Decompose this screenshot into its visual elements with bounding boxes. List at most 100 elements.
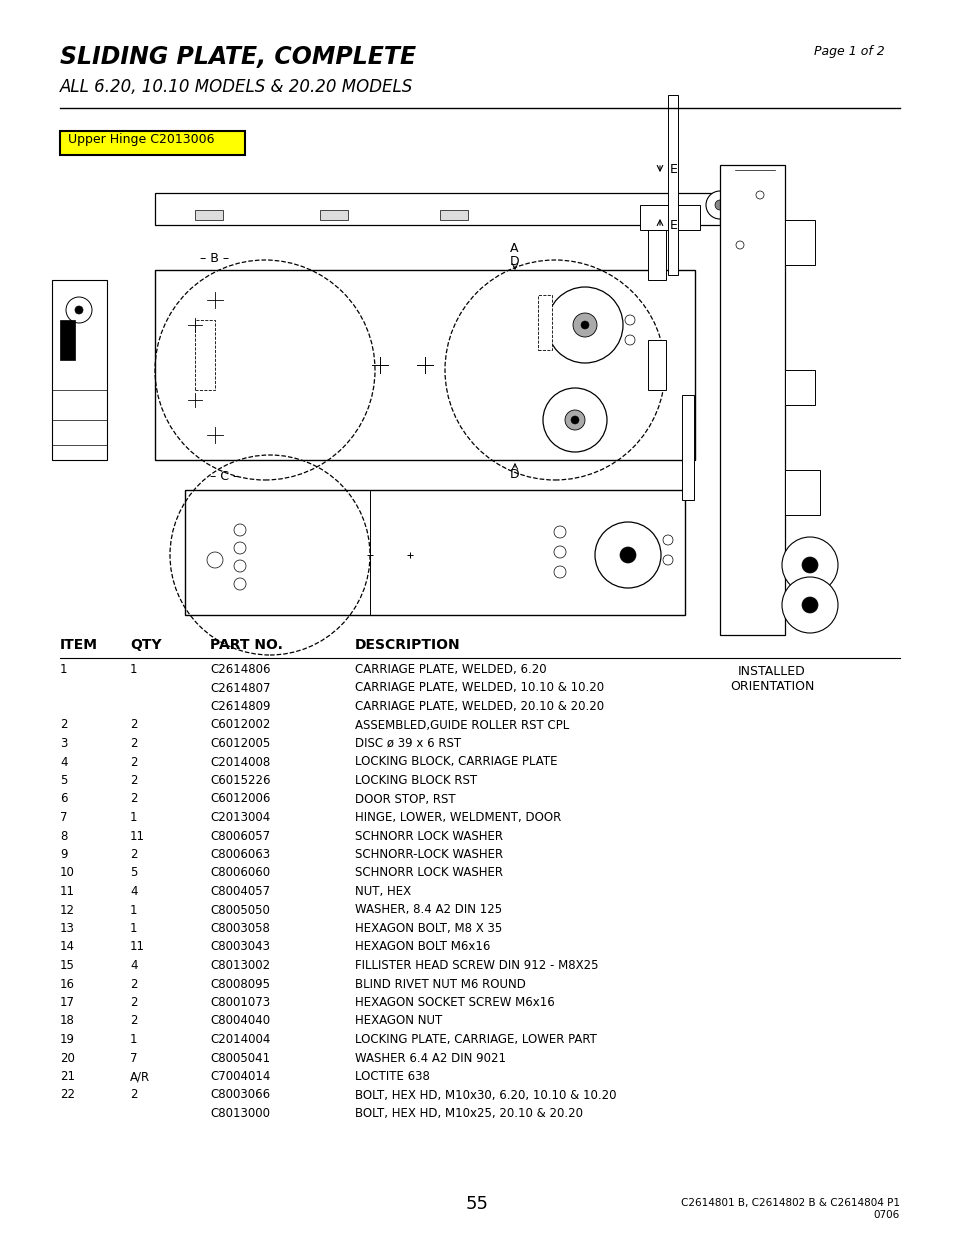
Text: C2013004: C2013004 bbox=[210, 811, 270, 824]
Text: Page 1 of 2: Page 1 of 2 bbox=[814, 44, 884, 58]
Text: 7: 7 bbox=[130, 1051, 137, 1065]
Text: 10: 10 bbox=[60, 867, 74, 879]
Text: A/R: A/R bbox=[130, 1070, 150, 1083]
Text: 22: 22 bbox=[60, 1088, 75, 1102]
Circle shape bbox=[714, 200, 724, 210]
Circle shape bbox=[542, 388, 606, 452]
Text: 4: 4 bbox=[130, 885, 137, 898]
Text: 7: 7 bbox=[60, 811, 68, 824]
Text: D: D bbox=[510, 254, 519, 268]
Text: 9: 9 bbox=[60, 848, 68, 861]
Text: 18: 18 bbox=[60, 1014, 74, 1028]
Text: C8001073: C8001073 bbox=[210, 995, 270, 1009]
Text: 2: 2 bbox=[130, 774, 137, 787]
Circle shape bbox=[66, 296, 91, 324]
Text: 2: 2 bbox=[130, 848, 137, 861]
Circle shape bbox=[554, 526, 565, 538]
Bar bbox=[60, 131, 245, 156]
Text: 21: 21 bbox=[60, 1070, 75, 1083]
Circle shape bbox=[781, 577, 837, 634]
Bar bbox=[537, 295, 552, 350]
Text: C8006057: C8006057 bbox=[210, 830, 270, 842]
Text: 6: 6 bbox=[60, 793, 68, 805]
Bar bbox=[639, 205, 700, 230]
Bar bbox=[154, 270, 695, 459]
Bar bbox=[60, 320, 75, 359]
Text: HEXAGON BOLT, M8 X 35: HEXAGON BOLT, M8 X 35 bbox=[355, 923, 501, 935]
Text: – C –: – C – bbox=[210, 471, 239, 483]
Text: LOCKING BLOCK, CARRIAGE PLATE: LOCKING BLOCK, CARRIAGE PLATE bbox=[355, 756, 557, 768]
Circle shape bbox=[233, 524, 246, 536]
Text: 1: 1 bbox=[130, 904, 137, 916]
Circle shape bbox=[595, 522, 660, 588]
Circle shape bbox=[725, 193, 745, 212]
Text: 2: 2 bbox=[130, 719, 137, 731]
Bar bbox=[319, 210, 348, 220]
Text: SLIDING PLATE, COMPLETE: SLIDING PLATE, COMPLETE bbox=[60, 44, 416, 69]
Text: C8005050: C8005050 bbox=[210, 904, 270, 916]
Text: C7004014: C7004014 bbox=[210, 1070, 270, 1083]
Text: C8003043: C8003043 bbox=[210, 941, 270, 953]
Text: 2: 2 bbox=[130, 793, 137, 805]
Text: DESCRIPTION: DESCRIPTION bbox=[355, 638, 460, 652]
Text: 20: 20 bbox=[60, 1051, 74, 1065]
Circle shape bbox=[580, 321, 588, 329]
Bar bbox=[720, 165, 784, 635]
Text: CARRIAGE PLATE, WELDED, 20.10 & 20.20: CARRIAGE PLATE, WELDED, 20.10 & 20.20 bbox=[355, 700, 603, 713]
Text: NUT, HEX: NUT, HEX bbox=[355, 885, 411, 898]
Text: 1: 1 bbox=[130, 811, 137, 824]
Text: 55: 55 bbox=[465, 1195, 488, 1213]
Text: E: E bbox=[669, 219, 678, 232]
Text: 13: 13 bbox=[60, 923, 74, 935]
Text: PART NO.: PART NO. bbox=[210, 638, 283, 652]
Text: 1: 1 bbox=[130, 663, 137, 676]
Circle shape bbox=[546, 287, 622, 363]
Circle shape bbox=[801, 557, 817, 573]
Text: BOLT, HEX HD, M10x30, 6.20, 10.10 & 10.20: BOLT, HEX HD, M10x30, 6.20, 10.10 & 10.2… bbox=[355, 1088, 616, 1102]
Text: 1: 1 bbox=[130, 923, 137, 935]
Text: 11: 11 bbox=[130, 830, 145, 842]
Circle shape bbox=[705, 191, 733, 219]
Text: 8: 8 bbox=[60, 830, 68, 842]
Text: 16: 16 bbox=[60, 977, 75, 990]
Text: 5: 5 bbox=[60, 774, 68, 787]
Text: 19: 19 bbox=[60, 1032, 75, 1046]
Text: HEXAGON BOLT M6x16: HEXAGON BOLT M6x16 bbox=[355, 941, 490, 953]
Text: 3: 3 bbox=[60, 737, 68, 750]
Text: CARRIAGE PLATE, WELDED, 6.20: CARRIAGE PLATE, WELDED, 6.20 bbox=[355, 663, 546, 676]
Text: SCHNORR LOCK WASHER: SCHNORR LOCK WASHER bbox=[355, 830, 502, 842]
Bar bbox=[681, 395, 693, 500]
Bar bbox=[154, 193, 720, 225]
Text: 2: 2 bbox=[130, 756, 137, 768]
Text: 17: 17 bbox=[60, 995, 75, 1009]
Text: FILLISTER HEAD SCREW DIN 912 - M8X25: FILLISTER HEAD SCREW DIN 912 - M8X25 bbox=[355, 960, 598, 972]
Text: 2: 2 bbox=[130, 1014, 137, 1028]
Bar bbox=[784, 370, 814, 405]
Text: 2: 2 bbox=[130, 737, 137, 750]
Circle shape bbox=[571, 416, 578, 424]
Circle shape bbox=[781, 537, 837, 593]
Text: 14: 14 bbox=[60, 941, 75, 953]
Text: C2014008: C2014008 bbox=[210, 756, 270, 768]
Text: 2: 2 bbox=[130, 995, 137, 1009]
Text: – B –: – B – bbox=[200, 252, 229, 266]
Text: C6015226: C6015226 bbox=[210, 774, 271, 787]
Text: 1: 1 bbox=[130, 1032, 137, 1046]
Text: C6012005: C6012005 bbox=[210, 737, 270, 750]
Text: 11: 11 bbox=[60, 885, 75, 898]
Text: LOCTITE 638: LOCTITE 638 bbox=[355, 1070, 430, 1083]
Text: C8003066: C8003066 bbox=[210, 1088, 270, 1102]
Text: C2614806: C2614806 bbox=[210, 663, 271, 676]
Bar bbox=[784, 220, 814, 266]
Text: 2: 2 bbox=[130, 977, 137, 990]
Bar bbox=[52, 280, 107, 459]
Text: C2014004: C2014004 bbox=[210, 1032, 270, 1046]
Text: C8006060: C8006060 bbox=[210, 867, 270, 879]
Text: DOOR STOP, RST: DOOR STOP, RST bbox=[355, 793, 456, 805]
Text: ASSEMBLED,GUIDE ROLLER RST CPL: ASSEMBLED,GUIDE ROLLER RST CPL bbox=[355, 719, 569, 731]
Bar bbox=[784, 471, 820, 515]
Text: CARRIAGE PLATE, WELDED, 10.10 & 10.20: CARRIAGE PLATE, WELDED, 10.10 & 10.20 bbox=[355, 682, 603, 694]
Circle shape bbox=[624, 335, 635, 345]
Circle shape bbox=[662, 535, 672, 545]
Bar bbox=[647, 230, 665, 280]
